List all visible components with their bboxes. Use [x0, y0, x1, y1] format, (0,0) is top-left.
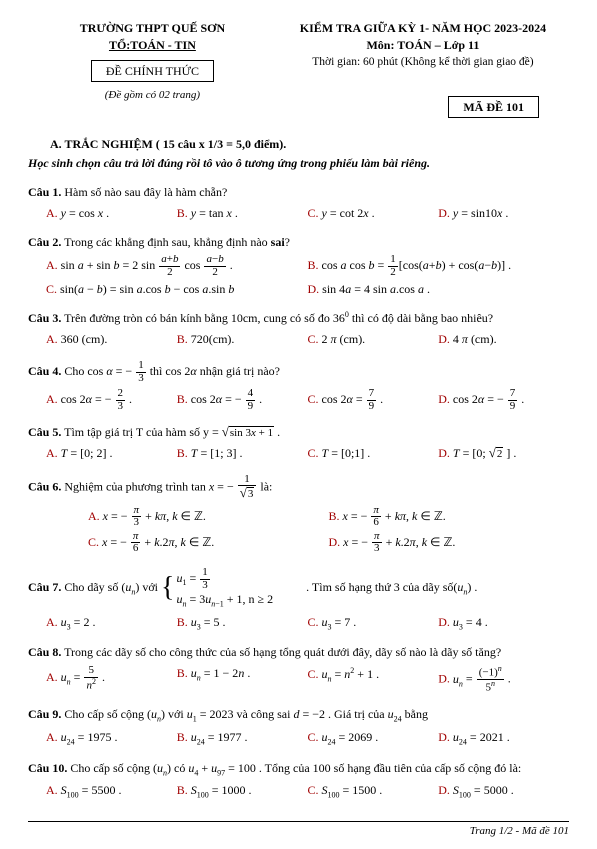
q7-label: Câu 7.: [28, 580, 61, 594]
question-7: Câu 7. Cho dãy số (un) với { u1 = 13 un …: [28, 567, 569, 632]
section-a-title: A. TRẮC NGHIỆM ( 15 câu x 1/3 = 5,0 điểm…: [50, 136, 569, 153]
q2-opt-b: B. cos a cos b = 12[cos(a+b) + cos(a−b)]…: [308, 254, 570, 278]
q8-opt-c: C. un = n2 + 1 .: [308, 665, 439, 694]
q4-opt-b: B. cos 2α = − 49 .: [177, 388, 308, 412]
q10-opt-d: D. S100 = 5000 .: [438, 782, 569, 801]
q5-label: Câu 5.: [28, 425, 61, 439]
q5-opt-d: D. T = [0; √2 ] .: [438, 445, 569, 462]
q10-label: Câu 10.: [28, 761, 67, 775]
q3-text-b: thì có độ dài bằng bao nhiêu?: [349, 311, 493, 325]
q4-opt-a: A. cos 2α = − 23 .: [46, 388, 177, 412]
q1-opt-a: A. y = cos x .: [46, 205, 177, 222]
q8-text: Trong các dãy số cho công thức của số hạ…: [61, 645, 501, 659]
q8-opt-a: A. un = 5n2 .: [46, 665, 177, 694]
q8-label: Câu 8.: [28, 645, 61, 659]
q1-label: Câu 1.: [28, 185, 61, 199]
q7-opt-d: D. u3 = 4 .: [438, 614, 569, 633]
q1-opt-b: B. y = tan x .: [177, 205, 308, 222]
header-left: TRƯỜNG THPT QUẾ SƠN TỔ:TOÁN - TIN ĐỀ CHÍ…: [28, 20, 277, 118]
question-5: Câu 5. Tìm tập giá trị T của hàm số y = …: [28, 424, 569, 462]
q10-opt-c: C. S100 = 1500 .: [308, 782, 439, 801]
header: TRƯỜNG THPT QUẾ SƠN TỔ:TOÁN - TIN ĐỀ CHÍ…: [28, 20, 569, 118]
q6-opt-b: B. x = − π6 + kπ, k ∈ ℤ.: [329, 505, 570, 529]
q4-opt-d: D. cos 2α = − 79 .: [438, 388, 569, 412]
q4-label: Câu 4.: [28, 364, 61, 378]
q2-opt-d: D. sin 4a = 4 sin a.cos a .: [308, 281, 570, 298]
question-9: Câu 9. Cho cấp số cộng (un) với u1 = 202…: [28, 706, 569, 747]
q1-opt-d: D. y = sin10x .: [438, 205, 569, 222]
q2-label: Câu 2.: [28, 235, 61, 249]
question-6: Câu 6. Nghiệm của phương trình tan x = −…: [28, 474, 569, 555]
q3-opt-a: A. 360 (cm).: [46, 331, 177, 348]
q2-opt-c: C. sin(a − b) = sin a.cos b − cos a.sin …: [46, 281, 308, 298]
q7-opt-c: C. u3 = 7 .: [308, 614, 439, 633]
official-label: ĐỀ CHÍNH THỨC: [91, 60, 214, 83]
q6-opt-a: A. x = − π3 + kπ, k ∈ ℤ.: [88, 505, 329, 529]
duration-line: Thời gian: 60 phút (Không kể thời gian g…: [277, 54, 569, 70]
q2-opt-a: A. sin a + sin b = 2 sin a+b2 cos a−b2 .: [46, 254, 308, 278]
exam-page: TRƯỜNG THPT QUẾ SƠN TỔ:TOÁN - TIN ĐỀ CHÍ…: [0, 0, 597, 849]
q6-label: Câu 6.: [28, 479, 61, 493]
q1-opt-c: C. y = cot 2x .: [308, 205, 439, 222]
q6-opt-c: C. x = − π6 + k.2π, k ∈ ℤ.: [88, 531, 329, 555]
school-name: TRƯỜNG THPT QUẾ SƠN: [28, 20, 277, 37]
department: TỔ:TOÁN - TIN: [28, 37, 277, 54]
pages-note: (Đề gồm có 02 trang): [28, 88, 277, 103]
q4-opt-c: C. cos 2α = 79 .: [308, 388, 439, 412]
q9-label: Câu 9.: [28, 707, 61, 721]
exam-code: MÃ ĐỀ 101: [448, 96, 539, 119]
question-4: Câu 4. Cho cos α = − 13 thì cos 2α nhận …: [28, 360, 569, 412]
question-1: Câu 1. Hàm số nào sau đây là hàm chẵn? A…: [28, 184, 569, 222]
question-10: Câu 10. Cho cấp số cộng (un) có u4 + u97…: [28, 760, 569, 801]
q1-text: Hàm số nào sau đây là hàm chẵn?: [61, 185, 227, 199]
q10-opt-a: A. S100 = 5500 .: [46, 782, 177, 801]
q6-opt-d: D. x = − π3 + k.2π, k ∈ ℤ.: [329, 531, 570, 555]
q3-label: Câu 3.: [28, 311, 61, 325]
exam-title: KIỂM TRA GIỮA KỲ 1- NĂM HỌC 2023-2024: [277, 20, 569, 37]
q7-opt-a: A. u3 = 2 .: [46, 614, 177, 633]
q3-text-a: Trên đường tròn có bán kính bằng 10cm, c…: [61, 311, 345, 325]
q9-opt-b: B. u24 = 1977 .: [177, 729, 308, 748]
instruction: Học sinh chọn câu trả lời đúng rồi tô và…: [28, 155, 569, 172]
page-footer: Trang 1/2 - Mã đề 101: [28, 821, 569, 839]
q8-opt-d: D. un = (−1)n5n .: [438, 665, 569, 694]
q9-opt-d: D. u24 = 2021 .: [438, 729, 569, 748]
q10-opt-b: B. S100 = 1000 .: [177, 782, 308, 801]
question-3: Câu 3. Trên đường tròn có bán kính bằng …: [28, 309, 569, 348]
subject-line: Môn: TOÁN – Lớp 11: [277, 37, 569, 54]
q5-opt-c: C. T = [0;1] .: [308, 445, 439, 462]
q9-opt-c: C. u24 = 2069 .: [308, 729, 439, 748]
q5-opt-b: B. T = [1; 3] .: [177, 445, 308, 462]
q5-opt-a: A. T = [0; 2] .: [46, 445, 177, 462]
header-right: KIỂM TRA GIỮA KỲ 1- NĂM HỌC 2023-2024 Mô…: [277, 20, 569, 118]
q3-opt-b: B. 720(cm).: [177, 331, 308, 348]
q2-text: Trong các khẳng định sau, khẳng định nào: [61, 235, 270, 249]
q9-opt-a: A. u24 = 1975 .: [46, 729, 177, 748]
q8-opt-b: B. un = 1 − 2n .: [177, 665, 308, 694]
question-8: Câu 8. Trong các dãy số cho công thức củ…: [28, 644, 569, 694]
q3-opt-c: C. 2 π (cm).: [308, 331, 439, 348]
q7-opt-b: B. u3 = 5 .: [177, 614, 308, 633]
q3-opt-d: D. 4 π (cm).: [438, 331, 569, 348]
question-2: Câu 2. Trong các khẳng định sau, khẳng đ…: [28, 234, 569, 298]
